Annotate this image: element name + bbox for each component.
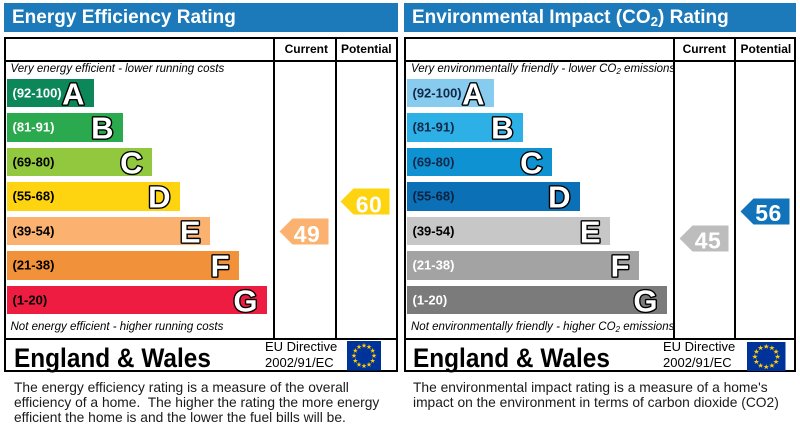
svg-text:45: 45 (694, 227, 721, 252)
svg-text:E: E (179, 214, 200, 249)
svg-text:A: A (462, 76, 484, 111)
svg-text:49: 49 (293, 221, 320, 245)
svg-text:B: B (491, 111, 513, 146)
svg-text:G: G (633, 283, 657, 318)
svg-text:56: 56 (755, 200, 782, 225)
svg-text:B: B (91, 111, 113, 146)
svg-text:G: G (233, 283, 257, 318)
svg-text:C: C (120, 145, 142, 180)
svg-text:A: A (62, 76, 84, 111)
svg-text:F: F (210, 249, 229, 284)
svg-text:E: E (579, 214, 600, 249)
svg-text:D: D (148, 180, 170, 215)
svg-text:60: 60 (355, 191, 382, 215)
svg-text:D: D (548, 180, 570, 215)
svg-text:C: C (520, 145, 542, 180)
svg-text:F: F (610, 249, 629, 284)
